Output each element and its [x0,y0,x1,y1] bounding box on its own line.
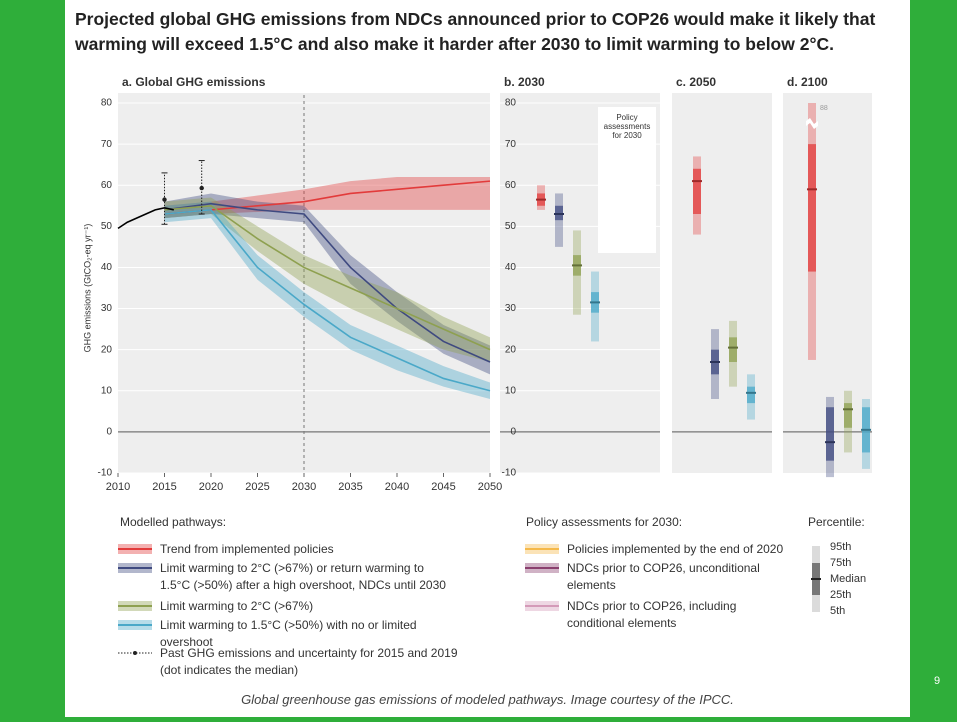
x-tick-label: 2010 [106,481,130,493]
legend-label: NDCs prior to COP26, unconditional eleme… [567,561,760,592]
legend-label: Limit warming to 2°C (>67%) or return wa… [160,561,446,592]
y-tick-label: -10 [502,468,517,479]
x-tick-label: 2015 [152,481,176,493]
x-tick-label: 2020 [199,481,223,493]
plot-background [672,93,772,473]
legend-label: Trend from implemented policies [160,542,334,556]
past-median [162,197,167,202]
y-tick-label: 70 [505,139,517,150]
box-iqr [747,386,755,404]
y-tick-label: 50 [505,221,517,232]
percentile-label: 25th [830,589,851,601]
legend-title: Modelled pathways: [120,515,226,529]
annotation: Policy assessments for 2030 [604,113,651,140]
legend-label: Limit warming to 2°C (>67%) [160,599,314,613]
panel-title: a. Global GHG emissions [122,75,266,89]
y-tick-label: 60 [505,180,517,191]
median-line [164,202,491,363]
past-median [199,185,204,191]
box-iqr [808,144,816,272]
y-tick-label: 50 [101,221,113,232]
panel-title: b. 2030 [504,75,545,89]
panel-title: d. 2100 [787,75,828,89]
percentile-label: 5th [830,605,845,617]
y-tick-label: 20 [101,344,113,355]
median-line [164,209,491,392]
annotation-box [598,107,656,253]
y-tick-label: 10 [505,385,517,396]
legend-title: Percentile: [808,515,865,529]
legend-swatch-dot [133,651,137,655]
y-tick-label: 20 [505,344,517,355]
box-iqr [729,337,737,362]
box-iqr [844,403,852,428]
y-tick-label: 80 [101,98,113,109]
clipped-value-label: 88 [820,105,828,112]
x-tick-label: 2050 [478,481,502,493]
percentile-label: 75th [830,557,851,569]
caption: Global greenhouse gas emissions of model… [241,692,734,707]
legend-label: Limit warming to 1.5°C (>50%) with no or… [160,618,417,649]
y-tick-label: 0 [106,427,112,438]
y-axis-label: GHG emissions (GtCO₂-eq yr⁻¹) [82,224,92,353]
median-line [164,204,491,351]
axis-break [806,118,818,129]
x-tick-label: 2025 [245,481,269,493]
legend-label: Past GHG emissions and uncertainty for 2… [160,646,458,677]
y-tick-label: 40 [101,262,113,273]
slide-title: Projected global GHG emissions from NDCs… [75,9,876,54]
y-tick-label: 10 [101,385,113,396]
x-tick-label: 2040 [385,481,409,493]
percentile-label: Median [830,573,866,585]
y-tick-label: 30 [505,303,517,314]
y-tick-label: 60 [101,180,113,191]
legend-label: NDCs prior to COP26, including condition… [567,599,737,630]
box-iqr [555,205,563,221]
x-tick-label: 2035 [338,481,362,493]
uncertainty-band [164,201,490,399]
y-tick-label: 40 [505,262,517,273]
y-tick-label: 80 [505,98,517,109]
legend-title: Policy assessments for 2030: [526,515,682,529]
median-line [164,180,491,215]
percentile-label: 95th [830,541,851,553]
x-tick-label: 2045 [431,481,455,493]
y-tick-label: -10 [98,468,113,479]
slide-number: 9 [934,675,941,687]
legend-label: Policies implemented by the end of 2020 [567,542,784,556]
panel-title: c. 2050 [676,75,716,89]
y-tick-label: 70 [101,139,113,150]
x-tick-label: 2030 [292,481,316,493]
y-tick-label: 0 [510,427,516,438]
uncertainty-band [164,197,490,362]
y-tick-label: 30 [101,303,113,314]
box-iqr [693,168,701,214]
box-iqr [826,407,834,461]
